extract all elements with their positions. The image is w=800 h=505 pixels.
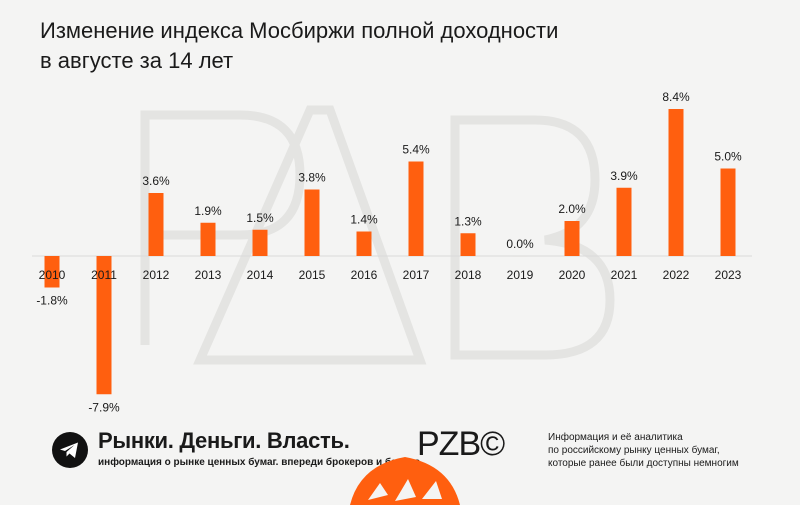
value-label-2016: 1.4% [350,213,378,227]
value-label-2019: 0.0% [506,237,534,251]
bar-2014 [252,229,268,256]
value-label-2014: 1.5% [246,211,274,225]
value-label-2022: 8.4% [662,90,690,104]
bar-2018 [460,233,476,256]
decorative-pattern [350,457,460,505]
category-label-2012: 2012 [143,268,170,282]
category-label-2019: 2019 [507,268,534,282]
footer-info-line-2: по российскому рынку ценных бумаг, [548,445,720,456]
telegram-logo [52,432,88,468]
title-line-1: Изменение индекса Мосбиржи полной доходн… [40,18,559,43]
category-label-2014: 2014 [247,268,274,282]
footer-info-line-3: которые ранее были доступны немногим [548,458,739,469]
category-label-2022: 2022 [663,268,690,282]
bar-2017 [408,161,424,256]
category-label-2015: 2015 [299,268,326,282]
category-label-2011: 2011 [91,268,117,282]
category-label-2010: 2010 [39,268,66,282]
value-label-2021: 3.9% [610,169,638,183]
category-label-2013: 2013 [195,268,222,282]
footer-info-line-1: Информация и её аналитика [548,432,683,443]
bar-chart: -1.8% 2010 -7.9% 2011 3.6% 2012 1.9% 2013 1.5% 20… [32,90,752,414]
bar-2010 [44,256,60,288]
value-label-2011: -7.9% [88,400,120,414]
footer-brand: Рынки. Деньги. Власть. [98,428,350,453]
category-label-2020: 2020 [559,268,586,282]
value-label-2012: 3.6% [142,174,170,188]
value-label-2020: 2.0% [558,202,586,216]
bar-2012 [148,193,164,256]
category-label-2023: 2023 [715,268,742,282]
bar-2016 [356,231,372,256]
bar-2015 [304,189,320,256]
footer-tagline: информация о рынке ценных бумаг. впереди… [98,457,423,468]
value-label-2010: -1.8% [36,294,68,308]
category-label-2016: 2016 [351,268,378,282]
bar-2013 [200,222,216,256]
category-label-2018: 2018 [455,268,482,282]
value-label-2017: 5.4% [402,143,430,157]
value-label-2023: 5.0% [714,150,742,164]
title-line-2: в августе за 14 лет [40,48,234,73]
bar-2011 [96,256,112,395]
bar-2020 [564,221,580,256]
bar-2023 [720,168,736,256]
footer-info: Информация и её аналитика по российскому… [548,431,768,470]
value-label-2013: 1.9% [194,204,222,218]
category-label-2017: 2017 [403,268,430,282]
telegram-plane-icon [60,442,78,458]
category-label-2021: 2021 [611,268,638,282]
value-label-2018: 1.3% [454,214,482,228]
bar-2022 [668,109,684,256]
page-title: Изменение индекса Мосбиржи полной доходн… [40,16,640,76]
bar-2021 [616,187,632,256]
value-label-2015: 3.8% [298,171,326,185]
footer-mark: PZB© [417,425,505,463]
